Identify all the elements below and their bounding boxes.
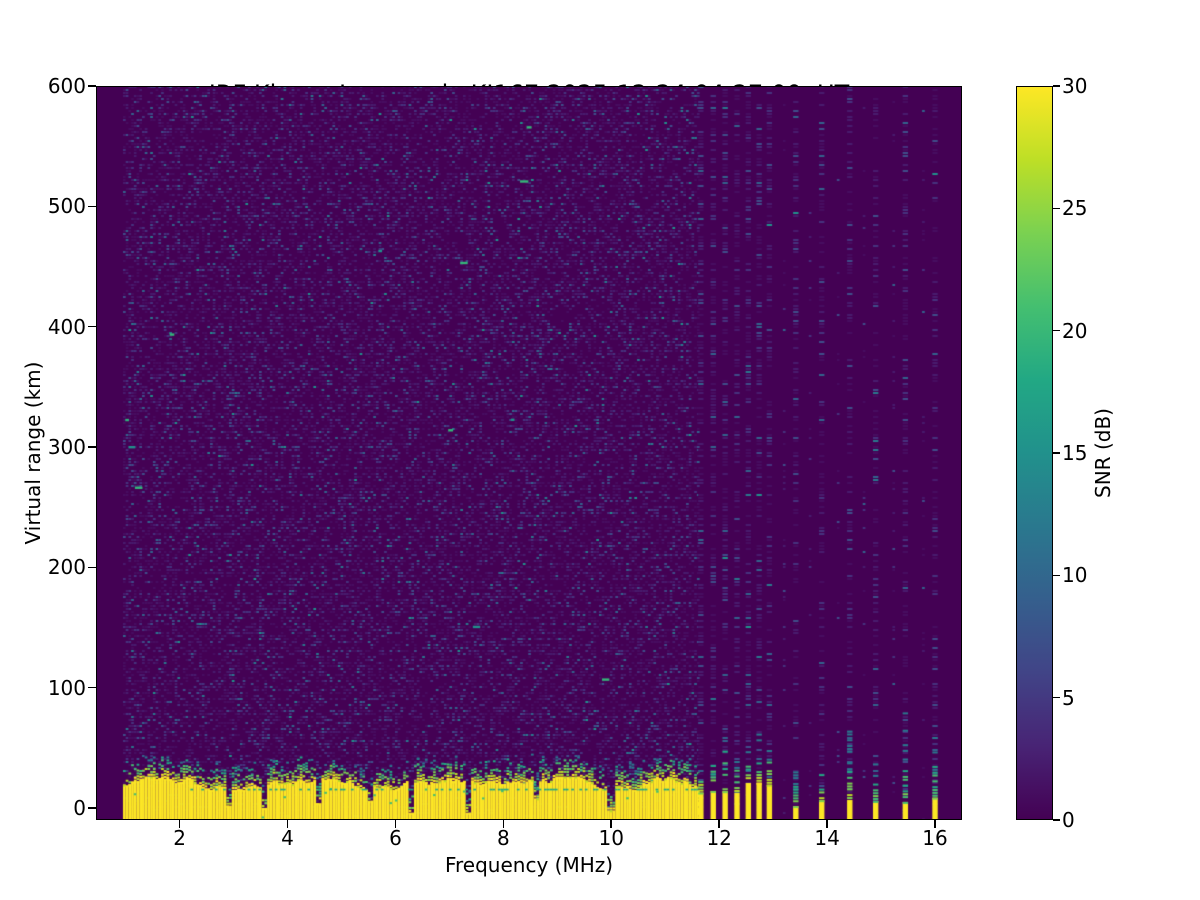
x-tick-mark	[286, 820, 289, 828]
x-tick-label: 8	[496, 826, 510, 850]
colorbar-tick-mark	[1053, 574, 1060, 577]
y-tick-label: 500	[47, 194, 86, 219]
x-tick-label: 10	[598, 826, 625, 850]
x-tick-mark	[178, 820, 181, 828]
x-tick-label: 2	[173, 826, 186, 850]
colorbar-tick-label: 25	[1062, 196, 1088, 221]
x-axis-label: Frequency (MHz)	[444, 853, 614, 877]
colorbar-tick-mark	[1053, 452, 1060, 454]
x-tick-label: 14	[814, 826, 840, 850]
y-tick-label: 600	[47, 74, 86, 98]
y-tick-mark	[88, 686, 96, 689]
x-tick-mark	[502, 820, 505, 828]
y-tick-label: 300	[47, 434, 86, 459]
colorbar-tick-mark	[1053, 85, 1060, 87]
x-tick-mark	[394, 820, 397, 828]
colorbar-tick-mark	[1053, 207, 1060, 210]
x-tick-label: 16	[922, 826, 948, 850]
x-tick-mark	[934, 820, 936, 828]
colorbar-tick-label: 5	[1062, 685, 1075, 710]
colorbar-tick-mark	[1053, 819, 1060, 821]
colorbar-tick-label: 15	[1062, 441, 1088, 465]
colorbar	[1016, 86, 1053, 820]
y-tick-label: 200	[47, 555, 86, 580]
y-tick-label: 0	[73, 795, 86, 820]
colorbar-label: SNR (dB)	[1091, 408, 1115, 498]
colorbar-tick-label: 0	[1062, 808, 1075, 832]
x-tick-mark	[826, 820, 828, 828]
y-tick-mark	[88, 566, 96, 569]
colorbar-tick-label: 20	[1062, 318, 1088, 343]
y-tick-mark	[88, 205, 96, 208]
colorbar-tick-mark	[1053, 329, 1060, 332]
y-tick-label: 400	[47, 314, 86, 339]
y-tick-mark	[88, 446, 96, 448]
x-tick-label: 4	[281, 826, 294, 850]
colorbar-tick-mark	[1053, 696, 1060, 699]
y-tick-label: 100	[47, 675, 86, 700]
x-tick-label: 12	[706, 826, 732, 850]
y-tick-mark	[88, 325, 96, 328]
x-tick-mark	[718, 820, 720, 828]
plot-area	[96, 86, 962, 820]
colorbar-tick-label: 10	[1062, 563, 1088, 588]
x-tick-mark	[610, 820, 613, 828]
y-tick-mark	[88, 85, 96, 87]
y-axis-label: Virtual range (km)	[21, 361, 45, 545]
x-tick-label: 6	[389, 826, 402, 850]
y-tick-mark	[88, 807, 96, 809]
ionogram-heatmap-canvas	[96, 86, 962, 820]
colorbar-tick-label: 30	[1062, 74, 1088, 98]
